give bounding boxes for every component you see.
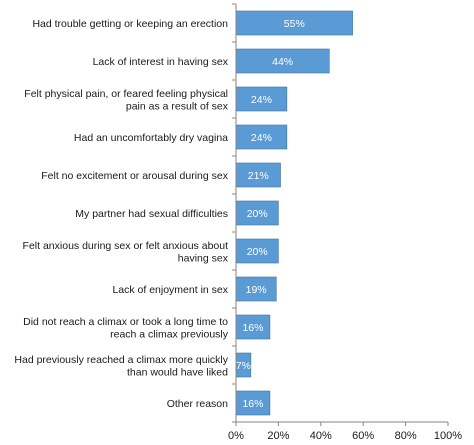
data-label-2: 44% xyxy=(272,56,293,68)
category-label-10: Had previously reached a climax more qui… xyxy=(14,354,228,379)
data-label-8: 19% xyxy=(246,284,267,296)
category-label-8: Lack of enjoyment in sex xyxy=(112,284,228,296)
category-label-4: Had an uncomfortably dry vagina xyxy=(74,132,228,144)
category-label-5: Felt no excitement or arousal during sex xyxy=(41,170,229,182)
bar-4 xyxy=(235,124,288,150)
data-label-4: 24% xyxy=(251,132,272,144)
data-labels: 55% 44% 24% 24% 21% 20% 20% 19% 16% 7% 16% xyxy=(236,18,305,410)
bar-5 xyxy=(235,162,281,188)
data-label-6: 20% xyxy=(247,208,268,220)
data-label-5: 21% xyxy=(248,170,269,182)
x-tick-label-0: 0% xyxy=(228,430,244,442)
category-label-9: Did not reach a climax or took a long ti… xyxy=(23,316,229,341)
x-tick-label-40: 40% xyxy=(310,430,332,442)
x-tick-label-60: 60% xyxy=(352,430,374,442)
data-label-11: 16% xyxy=(242,398,263,410)
x-tick-label-100: 100% xyxy=(434,430,462,442)
category-label-1: Had trouble getting or keeping an erecti… xyxy=(32,18,228,30)
category-label-7: Felt anxious during sex or felt anxious … xyxy=(23,240,229,265)
bars-layer xyxy=(235,10,353,416)
data-label-10: 7% xyxy=(236,360,251,372)
data-label-3: 24% xyxy=(251,94,272,106)
data-label-1: 55% xyxy=(284,18,305,30)
bar-2 xyxy=(235,48,330,74)
x-tick-label-80: 80% xyxy=(395,430,417,442)
category-label-11: Other reason xyxy=(167,398,228,410)
bar-1 xyxy=(235,10,353,36)
category-label-3: Felt physical pain, or feared feeling ph… xyxy=(24,88,228,113)
category-label-2: Lack of interest in having sex xyxy=(93,56,229,68)
category-labels: Had trouble getting or keeping an erecti… xyxy=(14,18,228,410)
category-label-6: My partner had sexual difficulties xyxy=(75,208,228,220)
data-label-7: 20% xyxy=(247,246,268,258)
bar-7 xyxy=(235,238,279,264)
bar-3 xyxy=(235,86,288,112)
x-axis: 0% 20% 40% 60% 80% 100% xyxy=(228,3,462,442)
x-tick-label-20: 20% xyxy=(267,430,289,442)
data-label-9: 16% xyxy=(242,322,263,334)
